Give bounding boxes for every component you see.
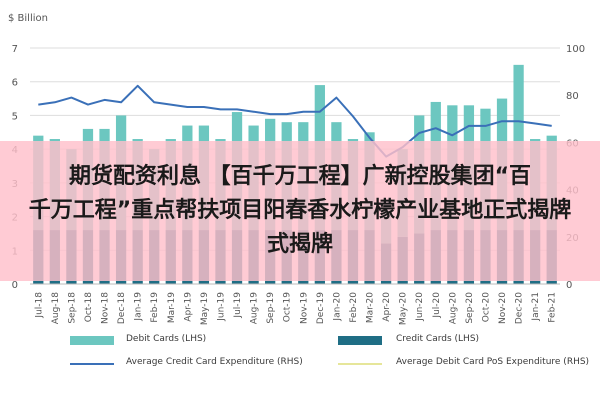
left-tick-label: 6 xyxy=(12,78,18,89)
x-tick-label: Aug-18 xyxy=(51,292,61,325)
x-tick-label: Jan-19 xyxy=(134,292,144,322)
x-tick-label: Aug-19 xyxy=(250,292,260,325)
x-tick-label: Jul-18 xyxy=(34,292,44,319)
x-tick-label: Jul-20 xyxy=(432,292,442,319)
axes: 01234567020406080100Jul-18Aug-18Sep-18Oc… xyxy=(12,44,585,325)
x-tick-label: Apr-20 xyxy=(382,292,392,322)
legend-label-avg-debit: Average Debit Card PoS Expenditure (RHS) xyxy=(396,357,590,367)
right-tick-label: 80 xyxy=(566,91,579,102)
x-tick-label: Feb-20 xyxy=(349,292,359,323)
x-tick-label: Jan-21 xyxy=(531,292,541,322)
x-tick-label: Mar-20 xyxy=(366,292,376,323)
right-tick-label: 100 xyxy=(566,44,585,55)
x-tick-label: Mar-19 xyxy=(167,292,177,323)
x-tick-label: Jun-19 xyxy=(216,292,226,322)
left-tick-label: 7 xyxy=(12,44,18,55)
x-tick-label: Sep-19 xyxy=(266,292,276,324)
overlay-banner: 期货配资利息 【百千万工程】广新控股集团“百 千万工程”重点帮扶项目阳春香水柠檬… xyxy=(0,141,600,281)
banner-line-3: 式揭牌 xyxy=(266,232,333,257)
legend-swatch-credit xyxy=(338,336,382,345)
banner-line-2: 千万工程”重点帮扶项目阳春香水柠檬产业基地正式揭牌 xyxy=(28,198,572,223)
left-tick-label: 0 xyxy=(12,280,18,291)
x-tick-label: Sep-18 xyxy=(67,292,77,324)
legend-label-credit: Credit Cards (LHS) xyxy=(396,334,480,344)
x-tick-label: Oct-20 xyxy=(481,292,491,323)
left-axis-label: $ Billion xyxy=(8,13,48,24)
line-avg-credit-expenditure xyxy=(38,84,552,158)
x-tick-label: Jul-19 xyxy=(233,292,243,319)
x-tick-label: Dec-19 xyxy=(316,292,326,324)
legend: Debit Cards (LHS) Credit Cards (LHS) Ave… xyxy=(70,332,590,398)
legend-swatch-avg-debit xyxy=(338,363,382,365)
x-tick-label: Nov-20 xyxy=(498,292,508,324)
x-tick-label: Dec-20 xyxy=(515,292,525,324)
x-tick-label: Sep-20 xyxy=(465,292,475,324)
series-lines xyxy=(38,84,552,158)
x-tick-label: Aug-20 xyxy=(448,292,458,325)
legend-swatch-avg-credit xyxy=(70,363,114,365)
legend-label-avg-credit: Average Credit Card Expenditure (RHS) xyxy=(126,357,303,367)
x-tick-label: Feb-21 xyxy=(548,292,558,323)
x-tick-label: May-20 xyxy=(399,292,409,325)
x-tick-label: Jun-20 xyxy=(415,292,425,322)
x-tick-label: Feb-19 xyxy=(150,292,160,323)
left-tick-label: 5 xyxy=(12,111,18,122)
x-tick-label: Dec-18 xyxy=(117,292,127,324)
x-tick-label: Oct-18 xyxy=(84,292,94,323)
banner-line-1: 期货配资利息 【百千万工程】广新控股集团“百 xyxy=(68,164,532,189)
legend-swatch-debit xyxy=(70,336,114,345)
legend-label-debit: Debit Cards (LHS) xyxy=(126,334,207,344)
right-tick-label: 0 xyxy=(566,280,572,291)
x-tick-label: Nov-19 xyxy=(299,292,309,324)
x-tick-label: Oct-19 xyxy=(283,292,293,323)
x-tick-label: Apr-19 xyxy=(183,292,193,322)
x-tick-label: Jan-20 xyxy=(332,292,342,322)
x-tick-label: May-19 xyxy=(200,292,210,325)
x-tick-label: Nov-18 xyxy=(101,292,111,324)
